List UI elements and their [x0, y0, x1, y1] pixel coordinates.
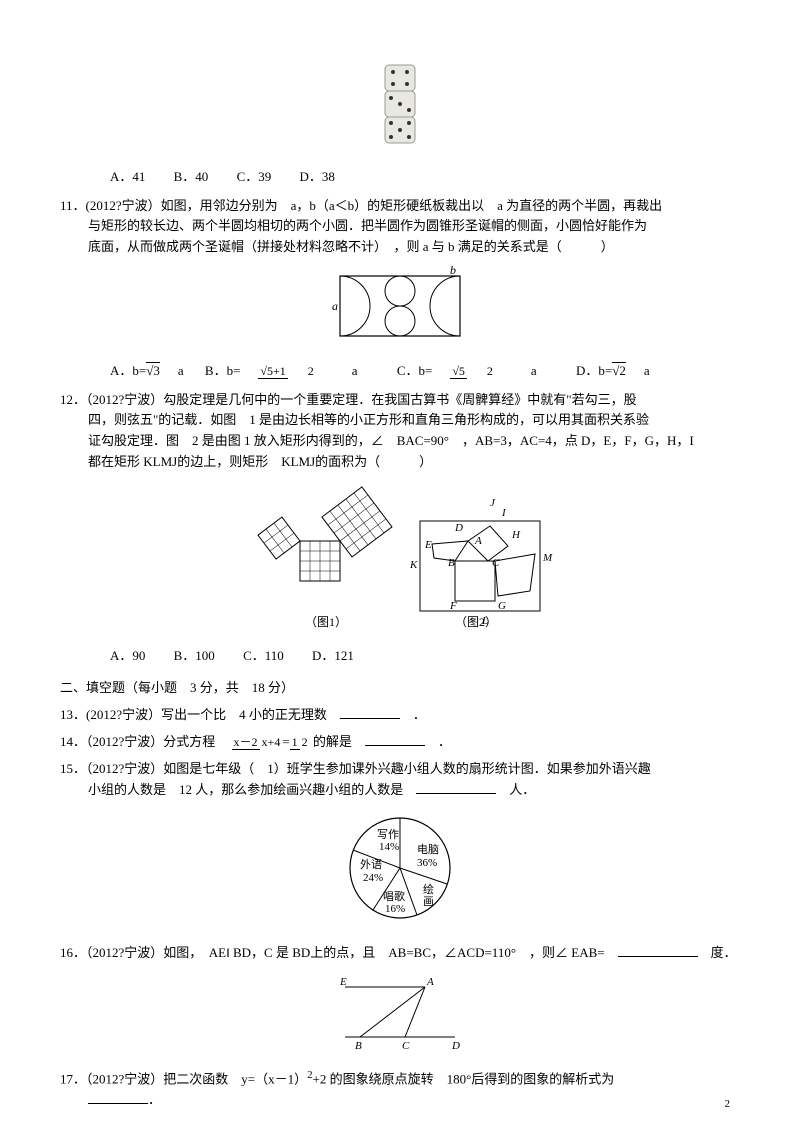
q12-opt-b: B．100 — [174, 648, 215, 663]
svg-text:写作: 写作 — [377, 828, 399, 841]
q15-line2-wrap: 小组的人数是 12 人，那么参加绘画兴趣小组的人数是 人． — [60, 780, 740, 801]
svg-text:外语: 外语 — [360, 858, 382, 871]
svg-text:b: b — [450, 266, 456, 277]
svg-text:A: A — [426, 976, 434, 988]
q14-post: 的解是 — [313, 734, 365, 749]
q16-suffix: 度． — [698, 945, 737, 960]
q12-line2: 四，则弦五"的记载．如图 1 是由边长相等的小正方形和直角三角形构成的，可以用其… — [60, 410, 740, 431]
q12-opt-c: C．110 — [243, 648, 284, 663]
svg-text:画: 画 — [423, 896, 434, 908]
q10-opt-a: A．41 — [110, 169, 145, 184]
q16-text: 16．（2012?宁波）如图， AE‖ BD，C 是 BD上的点，且 AB=BC… — [60, 945, 618, 960]
q11-opt-d: D．b=√2a — [576, 363, 650, 378]
q15-line2: 小组的人数是 12 人，那么参加绘画兴趣小组的人数是 — [88, 782, 416, 797]
svg-text:B: B — [355, 1040, 362, 1052]
q12-line4: 都在矩形 KLMJ的边上，则矩形 KLMJ的面积为（ ） — [60, 452, 740, 473]
svg-text:D: D — [454, 522, 463, 534]
q10-opt-b: B．40 — [174, 169, 209, 184]
q17-blank — [88, 1090, 148, 1104]
svg-text:J: J — [490, 497, 496, 509]
q16-figure: E A B C D — [60, 972, 740, 1059]
q10-options: A．41 B．40 C．39 D．38 — [60, 167, 740, 188]
svg-text:36%: 36% — [417, 857, 437, 869]
svg-text:14%: 14% — [379, 841, 399, 853]
svg-text:E: E — [339, 976, 347, 988]
q11-options: A．b=√3a B．b=√5+12a C．b=√52a D．b=√2a — [60, 361, 740, 382]
svg-text:24%: 24% — [363, 872, 383, 884]
q15: 15．（2012?宁波）如图是七年级（ 1）班学生参加课外兴趣小组人数的扇形统计… — [60, 759, 740, 801]
q15-line1: 15．（2012?宁波）如图是七年级（ 1）班学生参加课外兴趣小组人数的扇形统计… — [60, 759, 740, 780]
q11-opt-a: A．b=√3a — [110, 363, 184, 378]
q13-text: 13．(2012?宁波）写出一个比 4 小的正无理数 — [60, 707, 340, 722]
q10-dice-figure — [60, 60, 740, 157]
svg-text:唱歌: 唱歌 — [383, 889, 405, 903]
q14-blank — [365, 732, 425, 746]
q12: 12．（2012?宁波）勾股定理是几何中的一个重要定理．在我国古算书《周髀算经》… — [60, 390, 740, 473]
svg-text:A: A — [474, 535, 482, 547]
svg-text:C: C — [402, 1040, 410, 1052]
section2-header: 二、填空题（每小题 3 分，共 18 分） — [60, 678, 740, 699]
svg-text:16%: 16% — [385, 903, 405, 915]
svg-text:（图1）: （图1） — [305, 615, 347, 629]
q17-text2: +2 的图象绕原点旋转 180°后得到的图象的解析式为 — [313, 1071, 615, 1086]
q11-line3: 底面，从而做成两个圣诞帽（拼接处材料忽略不计） ，则 a 与 b 满足的关系式是… — [60, 237, 740, 258]
q10-opt-d: D．38 — [299, 169, 334, 184]
q15-blank — [416, 780, 496, 794]
q14-text: 14．（2012?宁波）分式方程 — [60, 734, 228, 749]
q11-opt-c: C．b=√52a — [397, 363, 555, 378]
q13: 13．(2012?宁波）写出一个比 4 小的正无理数 ． — [60, 705, 740, 726]
q15-suffix: 人． — [496, 782, 535, 797]
q10-opt-c: C．39 — [237, 169, 272, 184]
q17-text1: 17．（2012?宁波）把二次函数 y=（x－1） — [60, 1071, 307, 1086]
q11-figure: a b — [60, 266, 740, 353]
q16: 16．（2012?宁波）如图， AE‖ BD，C 是 BD上的点，且 AB=BC… — [60, 943, 740, 964]
q11-opt-b: B．b=√5+12a — [205, 363, 376, 378]
svg-text:a: a — [332, 299, 338, 313]
q11-line1: 11．(2012?宁波）如图，用邻边分别为 a，b（a＜b）的矩形硬纸板裁出以 … — [60, 196, 740, 217]
q12-line1: 12．（2012?宁波）勾股定理是几何中的一个重要定理．在我国古算书《周髀算经》… — [60, 390, 740, 411]
q12-figure: （图1） K J I D H E A M B C F G L （图2） — [60, 481, 740, 638]
q12-opt-a: A．90 — [110, 648, 145, 663]
svg-text:电脑: 电脑 — [417, 843, 439, 856]
svg-text:绘: 绘 — [423, 882, 434, 896]
svg-text:D: D — [451, 1040, 460, 1052]
page-number: 2 — [725, 1096, 731, 1114]
q14-frac-right: 12 — [290, 736, 310, 749]
q12-line3: 证勾股定理．图 2 是由图 1 放入矩形内得到的，∠ BAC=90° ，AB=3… — [60, 431, 740, 452]
q14: 14．（2012?宁波）分式方程 x－2x+4=12 的解是 ． — [60, 732, 740, 753]
q12-opt-d: D．121 — [312, 648, 354, 663]
svg-text:H: H — [511, 529, 521, 541]
q17: 17．（2012?宁波）把二次函数 y=（x－1） 2 +2 的图象绕原点旋转 18… — [60, 1067, 740, 1111]
q13-blank — [340, 705, 400, 719]
svg-text:（图2）: （图2） — [455, 615, 497, 629]
q16-blank — [618, 943, 698, 957]
q14-frac-left: x－2x+4 — [232, 736, 283, 749]
q11: 11．(2012?宁波）如图，用邻边分别为 a，b（a＜b）的矩形硬纸板裁出以 … — [60, 196, 740, 258]
q17-suffix: ． — [148, 1092, 161, 1107]
svg-text:G: G — [498, 600, 506, 612]
svg-text:B: B — [448, 557, 455, 569]
svg-text:M: M — [542, 552, 553, 564]
svg-text:F: F — [449, 600, 457, 612]
svg-text:K: K — [409, 559, 418, 571]
svg-text:E: E — [424, 539, 432, 551]
q15-pie-figure: 写作 14% 电脑 36% 外语 24% 唱歌 16% 绘 画 — [60, 808, 740, 935]
svg-text:I: I — [501, 507, 507, 519]
q11-line2: 与矩形的较长边、两个半圆均相切的两个小圆．把半圆作为圆锥形圣诞帽的侧面，小圆恰好… — [60, 216, 740, 237]
q12-options: A．90 B．100 C．110 D．121 — [60, 646, 740, 667]
